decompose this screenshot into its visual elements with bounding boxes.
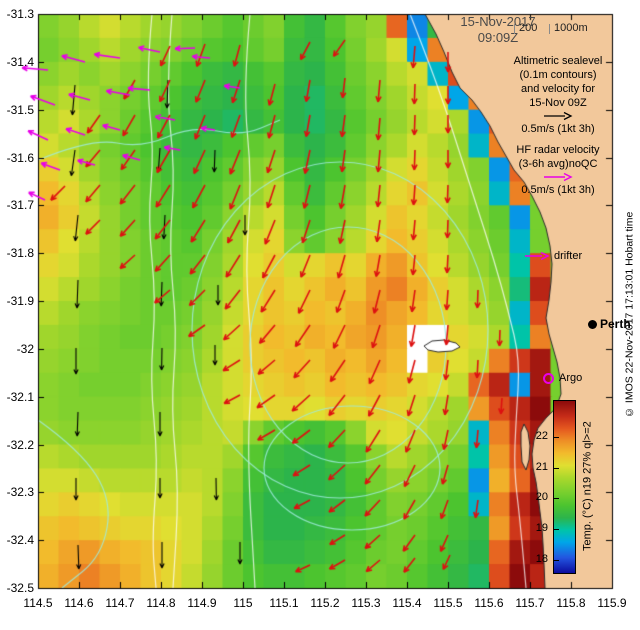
x-tick-label: 115.2 [310,596,340,610]
y-tick-label: -31.4 [6,54,34,69]
colorbar-tick [554,467,559,469]
drifter-label: drifter [554,250,583,262]
argo-marker: Argo [543,372,582,384]
perth-marker: Perth [588,317,631,331]
colorbar-tick-label: 21 [535,460,548,473]
date-label: 15-Nov-2017 [460,14,536,29]
legend-altimetric-line: Altimetric sealevel [513,55,603,67]
colorbar-gradient [553,400,576,574]
legend-hf-scale-label: 0.5m/s (1kt 3h) [521,184,595,196]
time-label: 09:09Z [477,30,519,45]
contour-1000-sample-line [549,24,550,34]
y-tick-label: -32.3 [6,485,34,500]
drifter-arrow-icon [525,251,550,261]
legend-altimetric-line: (0.1m contours) [519,69,597,81]
hf-velocity-scale-arrow [544,172,573,182]
colorbar-tick [554,529,559,530]
x-tick-label: 114.5 [23,596,53,610]
x-tick-label: 115.9 [597,596,627,610]
bathy-200-label: 200 [519,22,538,34]
y-tick-label: -31.6 [6,150,34,165]
legend-altimetric-line: and velocity for [521,83,595,95]
colorbar-tick [554,498,559,500]
colorbar-tick-label: 20 [535,491,548,504]
x-tick-label: 115.4 [392,596,422,610]
colorbar-tick [554,559,559,561]
colorbar-tick-label: 18 [535,552,548,565]
legend-spacer [498,136,618,143]
x-tick-label: 115.3 [351,596,381,610]
timestamp-block: 15-Nov-2017 09:09Z [448,14,548,46]
y-tick-label: -32.4 [6,533,34,548]
y-tick-label: -32.1 [6,389,34,404]
legend-hf-line: HF radar velocity [516,144,600,156]
x-tick-label: 115.1 [269,596,299,610]
perth-label: Perth [600,317,631,331]
colorbar-tick-label: 19 [535,522,548,534]
legend-hf-line: (3-6h avg)noQC [518,158,598,170]
x-tick-label: 114.8 [146,596,176,610]
x-tick-label: 114.9 [187,596,217,610]
y-tick-label: -32.2 [6,437,34,452]
y-tick-label: -31.5 [6,102,34,117]
x-tick-label: 114.6 [64,596,94,610]
argo-label: Argo [559,372,583,384]
y-tick-label: -32.5 [6,581,34,595]
y-tick-label: -31.9 [6,294,34,308]
drifter-legend: drifter [524,250,582,262]
legend-altimetric-line: 15-Nov 09Z [529,97,587,109]
colorbar-tick [554,436,559,438]
colorbar-label: Temp. (°C) n19 27% ql>=2 [581,421,594,551]
x-tick-label: 115.8 [556,596,586,610]
x-tick-label: 115.7 [515,596,545,610]
bathy-1000-label: 1000m [554,22,588,34]
perth-city-dot [588,319,597,329]
legend-block: Altimetric sealevel (0.1m contours) and … [498,54,618,197]
y-tick-label: -31.8 [6,246,34,261]
imos-watermark: © IMOS 22-Nov-2017 17:13:01 Hobart time [623,211,636,419]
y-tick-label: -32 [16,341,34,356]
altimetric-velocity-scale-arrow [544,111,573,121]
legend-altimetric-scale-label: 0.5m/s (1kt 3h) [521,123,595,135]
x-tick-label: 115.5 [433,596,463,610]
x-tick-label: 115.6 [474,596,504,610]
y-tick-label: -31.3 [6,7,34,21]
colorbar-tick-label: 22 [535,429,548,442]
x-tick-label: 114.7 [105,596,135,610]
contour-200-sample-line [514,24,515,34]
y-tick-label: -31.7 [6,198,34,213]
x-tick-label: 115 [233,596,253,610]
argo-float-circle-icon [543,372,554,384]
